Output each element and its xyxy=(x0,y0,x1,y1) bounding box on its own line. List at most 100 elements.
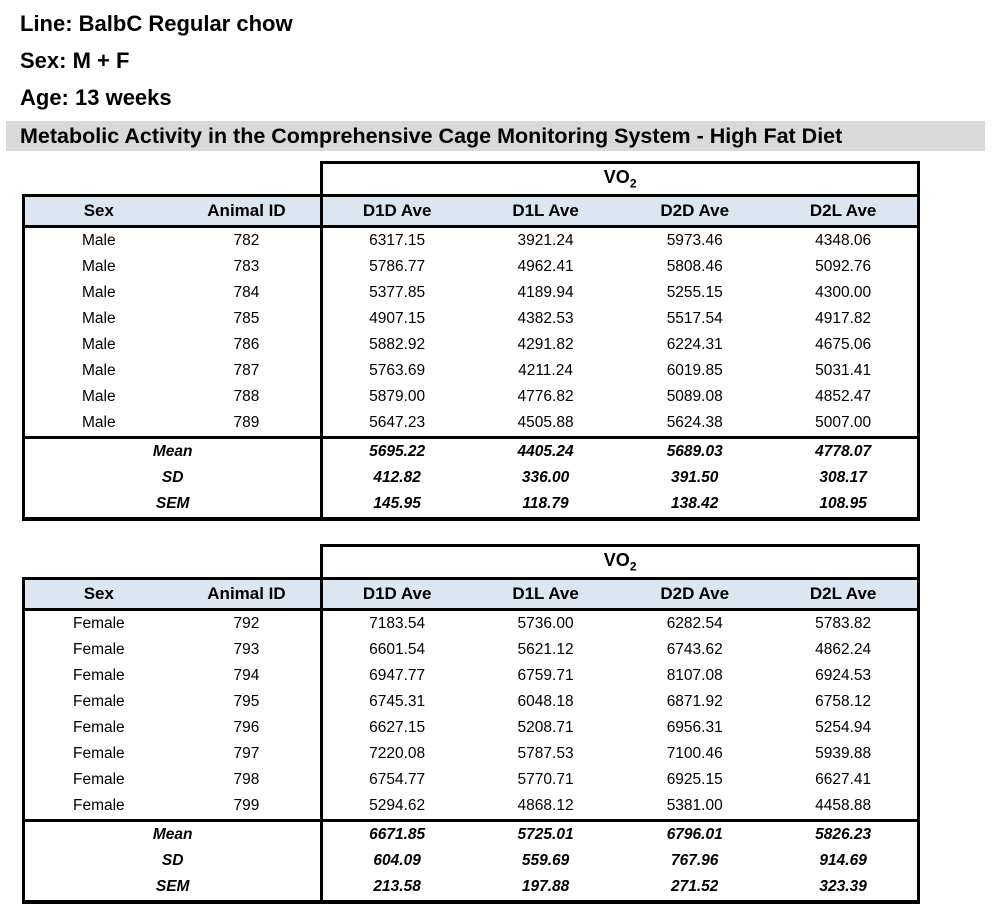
value-cell: 4300.00 xyxy=(769,280,921,306)
col-header-d1d-ave: D1D Ave xyxy=(320,194,471,228)
value-cell: 5647.23 xyxy=(320,410,471,438)
value-cell: 6743.62 xyxy=(666,641,723,658)
stat-value: 145.95 xyxy=(320,491,471,521)
animal-id-cell: 783 xyxy=(233,258,260,275)
animal-id-cell: 789 xyxy=(233,414,260,431)
stats-row: SEM 213.58 197.88 271.52 323.39 xyxy=(21,874,921,904)
animal-row: Female 792 7183.54 5736.00 6282.54 5783.82 xyxy=(21,609,921,637)
value-cell: 5770.71 xyxy=(517,771,574,788)
value-cell: 5517.54 xyxy=(666,310,723,327)
value-cell: 6758.12 xyxy=(769,689,921,715)
value-cell: 4852.47 xyxy=(769,384,921,410)
value-cell: 4382.53 xyxy=(517,310,574,327)
col-header-d1d-ave: D1D Ave xyxy=(320,577,471,611)
value-cell: 4348.06 xyxy=(769,226,921,254)
value-cell: 5092.76 xyxy=(769,254,921,280)
animal-id-cell: 785 xyxy=(233,310,260,327)
value-cell: 4862.24 xyxy=(769,637,921,663)
stat-value: 5725.01 xyxy=(470,819,621,848)
value-cell: 7220.08 xyxy=(320,741,471,767)
stats-row: Mean 5695.22 4405.24 5689.03 4778.07 xyxy=(21,436,921,465)
value-cell: 4291.82 xyxy=(517,336,574,353)
animal-row: Male 788 5879.00 4776.82 5089.08 4852.47 xyxy=(21,384,921,410)
sex-cell: Male xyxy=(21,226,173,254)
stat-value: 604.09 xyxy=(320,848,471,874)
value-cell: 4907.15 xyxy=(320,306,471,332)
value-cell: 6754.77 xyxy=(320,767,471,793)
sex-cell: Female xyxy=(21,609,173,637)
value-cell: 5624.38 xyxy=(666,414,723,431)
value-cell: 5939.88 xyxy=(769,741,921,767)
sex-info: Sex: M + F xyxy=(20,48,130,73)
stat-value: 108.95 xyxy=(769,491,921,521)
value-cell: 6019.85 xyxy=(666,362,723,379)
line-info: Line: BalbC Regular chow xyxy=(20,11,293,36)
col-header-d2l-ave: D2L Ave xyxy=(769,194,921,228)
value-cell: 5377.85 xyxy=(320,280,471,306)
sex-cell: Female xyxy=(21,767,173,793)
animal-row: Male 782 6317.15 3921.24 5973.46 4348.06 xyxy=(21,226,921,254)
value-cell: 5879.00 xyxy=(320,384,471,410)
stat-value: 138.42 xyxy=(620,491,770,521)
value-cell: 5736.00 xyxy=(517,615,574,632)
animal-id-cell: 792 xyxy=(233,615,260,632)
value-cell: 5621.12 xyxy=(517,641,574,658)
col-header-d2l-ave: D2L Ave xyxy=(769,577,921,611)
value-cell: 6925.15 xyxy=(666,771,723,788)
sex-cell: Male xyxy=(21,332,173,358)
stat-label: SD xyxy=(21,848,322,874)
animal-row: Male 784 5377.85 4189.94 5255.15 4300.00 xyxy=(21,280,921,306)
value-cell: 6627.15 xyxy=(320,715,471,741)
value-cell: 6871.92 xyxy=(666,693,723,710)
report-title: Metabolic Activity in the Comprehensive … xyxy=(6,121,985,151)
male-vo2-table: VO2 Sex Animal ID D1D Ave D1L Ave D2D Ave D2L … xyxy=(21,161,921,521)
female-table-section: VO2 Sex Animal ID D1D Ave D1L Ave D2D Ave D2L … xyxy=(0,544,1000,904)
stat-value: 914.69 xyxy=(769,848,921,874)
sex-cell: Female xyxy=(21,793,173,821)
value-cell: 6048.18 xyxy=(517,693,574,710)
value-cell: 3921.24 xyxy=(517,232,574,249)
column-header-row: Sex Animal ID D1D Ave D1L Ave D2D Ave D2L Ave xyxy=(21,577,921,611)
value-cell: 5381.00 xyxy=(666,797,723,814)
value-cell: 5786.77 xyxy=(320,254,471,280)
vo2-label: VO xyxy=(603,167,630,188)
age-info: Age: 13 weeks xyxy=(20,85,172,110)
sex-cell: Female xyxy=(21,689,173,715)
value-cell: 4868.12 xyxy=(517,797,574,814)
sex-cell: Female xyxy=(21,741,173,767)
stats-row: SEM 145.95 118.79 138.42 108.95 xyxy=(21,491,921,521)
animal-id-cell: 795 xyxy=(233,693,260,710)
animal-row: Female 796 6627.15 5208.71 6956.31 5254.94 xyxy=(21,715,921,741)
animal-row: Female 799 5294.62 4868.12 5381.00 4458.88 xyxy=(21,793,921,821)
vo2-subscript: 2 xyxy=(629,176,637,191)
animal-id-cell: 799 xyxy=(233,797,260,814)
value-cell: 4505.88 xyxy=(517,414,574,431)
col-header-sex: Sex xyxy=(21,194,173,228)
animal-row: Male 785 4907.15 4382.53 5517.54 4917.82 xyxy=(21,306,921,332)
value-cell: 4458.88 xyxy=(769,793,921,821)
sex-cell: Male xyxy=(21,306,173,332)
value-cell: 4776.82 xyxy=(517,388,574,405)
value-cell: 6627.41 xyxy=(769,767,921,793)
value-cell: 6956.31 xyxy=(666,719,723,736)
stats-row: Mean 6671.85 5725.01 6796.01 5826.23 xyxy=(21,819,921,848)
value-cell: 6947.77 xyxy=(320,663,471,689)
group-header-spacer xyxy=(23,162,322,196)
value-cell: 4211.24 xyxy=(518,362,573,379)
stat-value: 4405.24 xyxy=(470,436,621,465)
animal-row: Female 797 7220.08 5787.53 7100.46 5939.88 xyxy=(21,741,921,767)
animal-row: Female 794 6947.77 6759.71 8107.08 6924.53 xyxy=(21,663,921,689)
animal-row: Male 783 5786.77 4962.41 5808.46 5092.76 xyxy=(21,254,921,280)
stat-value: 4778.07 xyxy=(769,436,921,465)
value-cell: 6745.31 xyxy=(320,689,471,715)
value-cell: 5255.15 xyxy=(666,284,723,301)
value-cell: 7100.46 xyxy=(666,745,723,762)
stat-value: 412.82 xyxy=(320,465,471,491)
value-cell: 5254.94 xyxy=(769,715,921,741)
value-cell: 5808.46 xyxy=(666,258,723,275)
report-meta: Line: BalbC Regular chow Sex: M + F Age:… xyxy=(0,0,1000,112)
stat-value: 271.52 xyxy=(620,874,770,904)
sex-cell: Male xyxy=(21,410,173,438)
animal-id-cell: 787 xyxy=(233,362,260,379)
stat-label: SD xyxy=(21,465,322,491)
